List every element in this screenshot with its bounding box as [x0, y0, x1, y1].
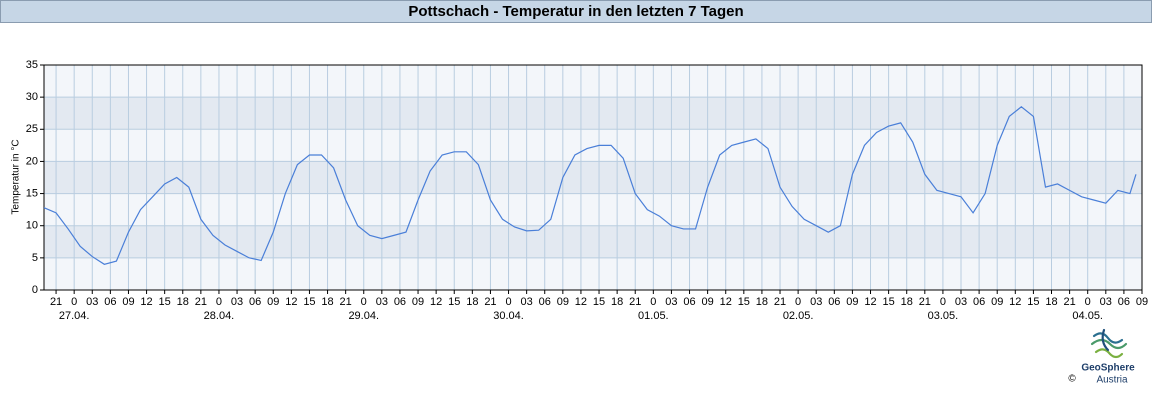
- y-tick-label: 35: [26, 59, 38, 71]
- x-tick-label: 03: [1100, 296, 1112, 308]
- plot-frame: [43, 64, 1143, 291]
- x-tick-label: 06: [683, 296, 695, 308]
- x-tick-label: 0: [71, 296, 77, 308]
- x-tick-label: 03: [231, 296, 243, 308]
- x-tick-label: 15: [882, 296, 894, 308]
- x-tick-label: 18: [321, 296, 333, 308]
- x-tick-label: 09: [557, 296, 569, 308]
- x-date-label: 03.05.: [928, 310, 959, 322]
- x-tick-label: 09: [846, 296, 858, 308]
- x-tick-label: 03: [376, 296, 388, 308]
- y-tick-label: 20: [26, 155, 38, 167]
- x-tick-label: 03: [86, 296, 98, 308]
- x-tick-label: 06: [973, 296, 985, 308]
- x-tick-label: 12: [285, 296, 297, 308]
- x-tick-label: 09: [1136, 296, 1148, 308]
- x-tick-label: 03: [521, 296, 533, 308]
- x-date-label: 04.05.: [1072, 310, 1103, 322]
- x-date-label: 28.04.: [204, 310, 235, 322]
- x-tick-label: 18: [901, 296, 913, 308]
- y-axis-label: Temperatur in °C: [11, 139, 22, 214]
- x-tick-label: 12: [864, 296, 876, 308]
- x-date-label: 29.04.: [348, 310, 379, 322]
- y-tick-label: 15: [26, 187, 38, 199]
- x-tick-label: 21: [629, 296, 641, 308]
- x-tick-label: 06: [249, 296, 261, 308]
- x-tick-label: 0: [216, 296, 222, 308]
- logo-sub: Austria: [1096, 375, 1128, 386]
- x-tick-label: 06: [104, 296, 116, 308]
- y-tick-label: 5: [32, 252, 38, 264]
- x-tick-label: 12: [1009, 296, 1021, 308]
- y-tick-label: 10: [26, 220, 38, 232]
- x-tick-label: 06: [394, 296, 406, 308]
- y-tick-label: 30: [26, 91, 38, 103]
- band: [44, 97, 1142, 130]
- x-tick-label: 15: [448, 296, 460, 308]
- x-tick-label: 18: [177, 296, 189, 308]
- x-tick-label: 03: [810, 296, 822, 308]
- x-tick-label: 15: [738, 296, 750, 308]
- x-tick-label: 06: [539, 296, 551, 308]
- x-tick-label: 09: [702, 296, 714, 308]
- x-tick-label: 21: [340, 296, 352, 308]
- x-tick-label: 21: [919, 296, 931, 308]
- x-tick-label: 15: [1027, 296, 1039, 308]
- x-tick-label: 06: [828, 296, 840, 308]
- x-tick-label: 18: [466, 296, 478, 308]
- x-tick-label: 0: [505, 296, 511, 308]
- x-tick-label: 03: [665, 296, 677, 308]
- x-tick-label: 0: [795, 296, 801, 308]
- x-tick-label: 15: [593, 296, 605, 308]
- logo-icon: [1090, 328, 1128, 359]
- x-date-label: 30.04.: [493, 310, 524, 322]
- x-tick-label: 12: [140, 296, 152, 308]
- x-tick-label: 03: [955, 296, 967, 308]
- x-tick-label: 15: [303, 296, 315, 308]
- temperature-line: [43, 106, 1137, 265]
- x-date-label: 02.05.: [783, 310, 814, 322]
- y-tick-label: 0: [32, 284, 38, 296]
- x-tick-label: 06: [1118, 296, 1130, 308]
- x-tick-label: 0: [940, 296, 946, 308]
- x-tick-label: 12: [575, 296, 587, 308]
- x-tick-label: 12: [430, 296, 442, 308]
- x-tick-label: 21: [484, 296, 496, 308]
- x-tick-label: 21: [195, 296, 207, 308]
- x-tick-label: 21: [774, 296, 786, 308]
- x-tick-label: 0: [650, 296, 656, 308]
- x-tick-label: 12: [720, 296, 732, 308]
- x-tick-label: 18: [756, 296, 768, 308]
- x-tick-label: 09: [122, 296, 134, 308]
- chart-title: Pottschach - Temperatur in den letzten 7…: [408, 3, 743, 20]
- band: [44, 225, 1142, 258]
- x-date-label: 01.05.: [638, 310, 669, 322]
- x-tick-label: 15: [159, 296, 171, 308]
- x-tick-label: 18: [611, 296, 623, 308]
- x-date-label: 27.04.: [59, 310, 90, 322]
- x-tick-label: 21: [1063, 296, 1075, 308]
- x-tick-label: 09: [412, 296, 424, 308]
- x-tick-label: 0: [361, 296, 367, 308]
- y-tick-label: 25: [26, 123, 38, 135]
- logo-copyright: ©: [1068, 374, 1076, 385]
- x-tick-label: 21: [50, 296, 62, 308]
- logo-name: GeoSphere: [1081, 363, 1135, 374]
- x-tick-label: 09: [991, 296, 1003, 308]
- x-tick-label: 09: [267, 296, 279, 308]
- x-tick-label: 0: [1085, 296, 1091, 308]
- x-tick-label: 18: [1045, 296, 1057, 308]
- band: [44, 161, 1142, 194]
